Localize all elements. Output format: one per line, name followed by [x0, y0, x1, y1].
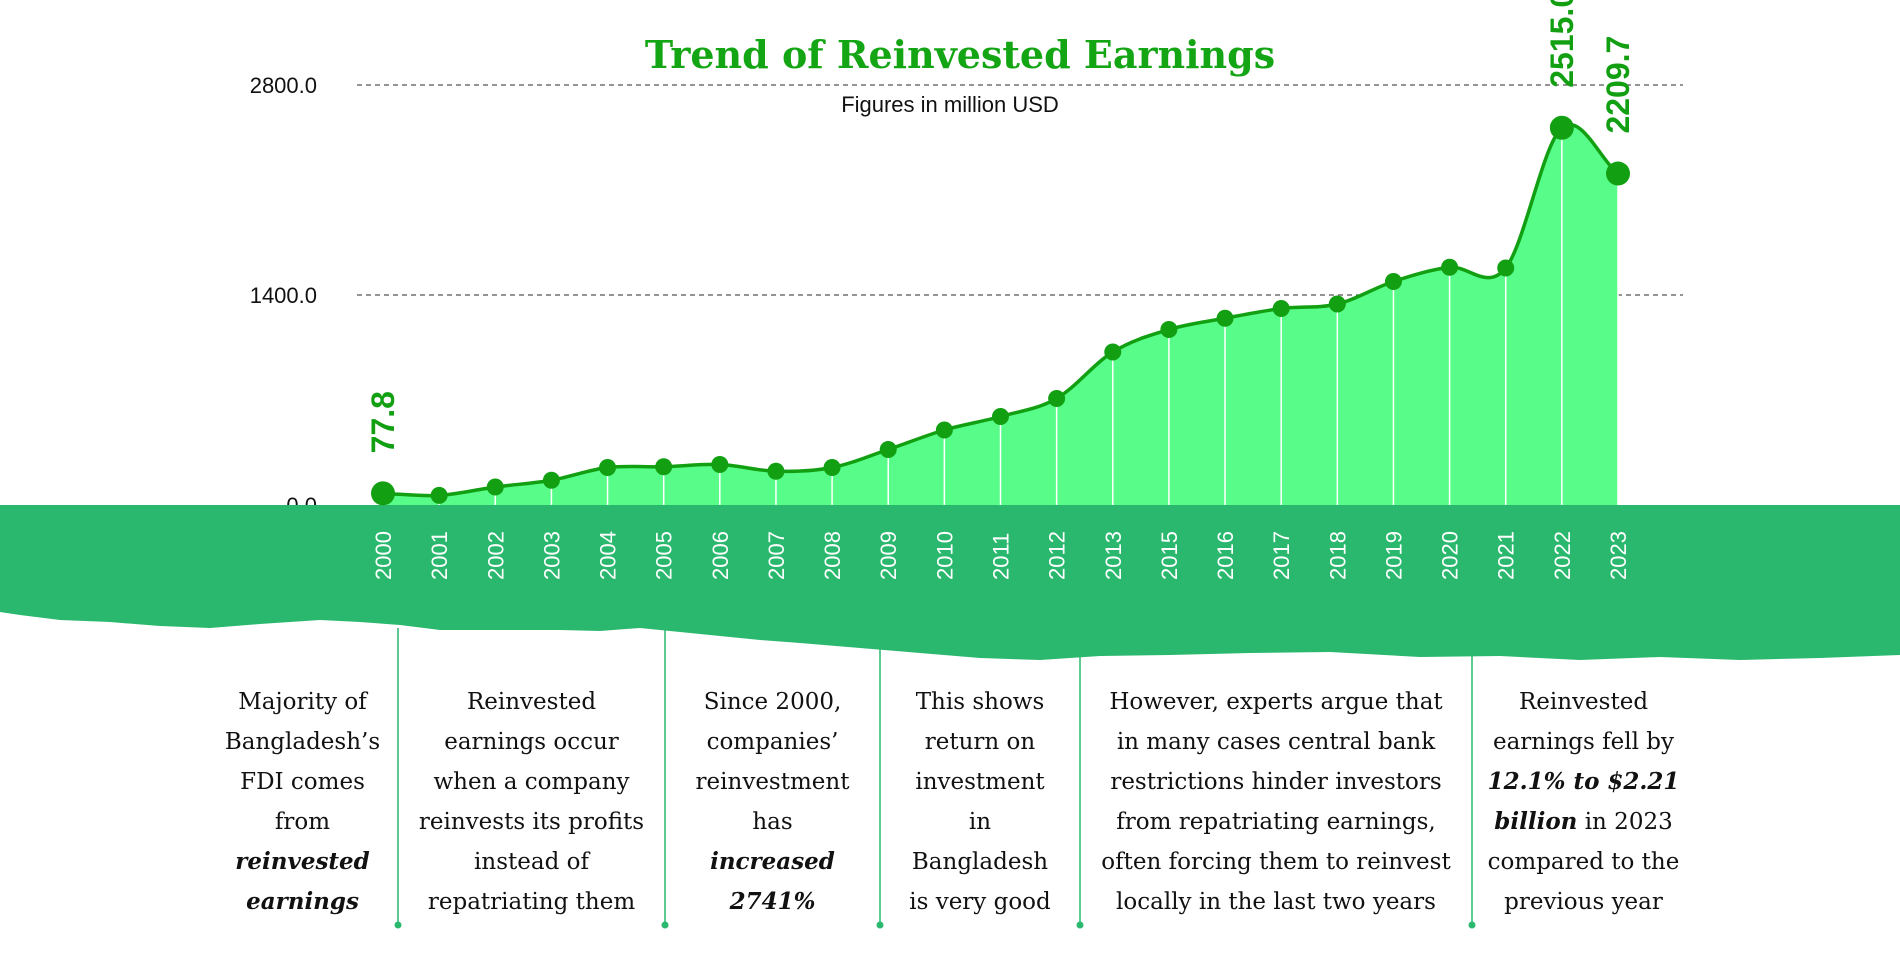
x-tick-label: 2007	[764, 531, 789, 580]
connector-dot	[876, 921, 884, 929]
x-tick-label: 2011	[989, 533, 1014, 580]
connector-dot	[1076, 921, 1084, 929]
x-tick-label: 2012	[1045, 531, 1070, 580]
x-tick-label: 2016	[1213, 531, 1238, 580]
data-point	[767, 462, 785, 480]
value-labels: 77.8 2515.0 2209.7	[365, 0, 1636, 453]
note-text: Reinvested earnings fell by 12.1% to $2.21…	[1487, 689, 1680, 915]
note-text: This shows return on investment in Banglades…	[909, 689, 1051, 915]
drop-lines	[382, 127, 1619, 505]
x-tick-label: 2008	[820, 531, 845, 580]
data-point	[542, 471, 560, 489]
data-point	[711, 456, 729, 473]
value-label: 2209.7	[1600, 36, 1636, 134]
data-point	[1497, 259, 1515, 277]
note-text: However, experts argue that in many cases…	[1101, 689, 1451, 915]
x-tick-label: 2017	[1269, 531, 1294, 580]
x-axis-ticks: 2000 2001 2002 2003 2004 2005 2006 2007 2008 2009…	[371, 531, 1631, 580]
value-label: 2515.0	[1544, 0, 1580, 88]
x-tick-label: 2006	[708, 531, 733, 580]
x-tick-label: 2010	[932, 531, 957, 580]
data-point	[655, 458, 673, 476]
note-text: Since 2000, companies’ reinvestment has incr…	[695, 689, 850, 915]
x-tick-label: 2023	[1606, 531, 1631, 580]
x-tick-label: 2015	[1157, 531, 1182, 580]
connector-dot	[394, 921, 402, 929]
chart-title: Trend of Reinvested Earnings	[645, 32, 1275, 77]
x-tick-label: 2020	[1438, 531, 1463, 580]
x-tick-label: 2022	[1550, 531, 1575, 580]
x-tick-label: 2001	[427, 531, 452, 580]
note-connectors	[394, 628, 1476, 929]
data-point	[1104, 343, 1122, 361]
bottom-band	[0, 505, 1900, 660]
note-text: Reinvested earnings occur when a company re…	[418, 689, 645, 915]
data-point	[879, 441, 897, 458]
x-tick-label: 2004	[596, 531, 621, 580]
data-point	[1384, 273, 1402, 290]
x-tick-label: 2000	[371, 531, 396, 580]
value-label: 77.8	[365, 391, 401, 453]
data-point	[992, 408, 1009, 425]
note-text: Majority of Bangladesh’s FDI comes from rein…	[224, 689, 381, 915]
y-tick-label: 2800.0	[250, 73, 317, 98]
x-tick-label: 2018	[1325, 531, 1350, 580]
y-tick-label: 1400.0	[250, 283, 317, 308]
data-point	[1272, 300, 1290, 317]
area-fill	[383, 124, 1618, 510]
chart-subtitle: Figures in million USD	[841, 92, 1059, 117]
x-tick-label: 2021	[1494, 531, 1519, 580]
data-points	[371, 115, 1630, 506]
grid-lines	[357, 84, 1683, 296]
data-point	[1328, 295, 1346, 313]
x-tick-label: 2009	[876, 531, 901, 580]
connector-dot	[1468, 921, 1476, 929]
data-point	[823, 459, 841, 476]
connector-dot	[661, 921, 669, 929]
x-tick-label: 2019	[1381, 531, 1406, 580]
data-point	[935, 421, 953, 439]
data-point	[371, 481, 395, 506]
data-point	[1216, 309, 1234, 327]
data-point	[1549, 115, 1574, 140]
data-point	[1606, 161, 1630, 186]
data-point	[1441, 258, 1459, 276]
x-tick-label: 2005	[652, 531, 677, 580]
x-tick-label: 2002	[483, 531, 508, 580]
x-tick-label: 2013	[1101, 531, 1126, 580]
data-point	[1048, 390, 1066, 407]
data-point	[1160, 321, 1178, 338]
data-point	[430, 486, 448, 504]
data-point	[599, 459, 617, 476]
data-point	[486, 478, 504, 496]
x-tick-label: 2003	[539, 531, 564, 580]
